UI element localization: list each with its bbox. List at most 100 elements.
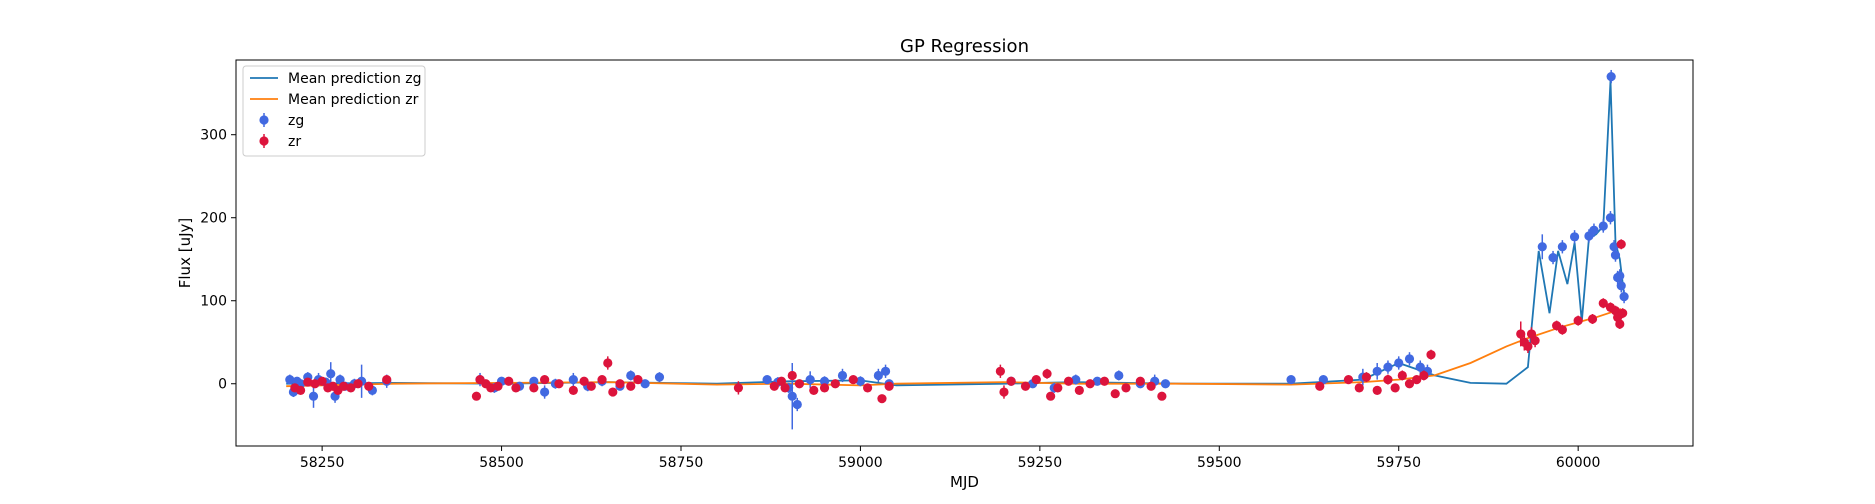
point-zg (640, 379, 650, 389)
point-zg (792, 399, 802, 410)
point-zr (554, 379, 564, 389)
point-zr (353, 379, 363, 389)
point-zr (1063, 376, 1074, 386)
point-zr (633, 374, 643, 385)
point-zr (1573, 316, 1583, 326)
point-zr (1383, 374, 1393, 385)
point-zr (863, 383, 873, 393)
point-zg (880, 366, 891, 376)
point-zr (1354, 383, 1364, 393)
point-zr (1615, 319, 1625, 329)
x-tick-label: 58500 (479, 455, 524, 471)
point-zr (1085, 379, 1095, 389)
point-zg (1619, 291, 1629, 302)
y-tick-label: 300 (200, 128, 227, 144)
point-zg (1537, 242, 1547, 252)
point-zr (733, 383, 744, 393)
point-zr (511, 383, 521, 393)
point-zr (1523, 341, 1533, 351)
series-line-mean-prediction-zg (286, 80, 1626, 387)
point-zg (285, 374, 295, 385)
point-zr (794, 379, 805, 389)
point-zg (1610, 250, 1621, 260)
point-zr (1135, 376, 1145, 386)
point-zr (364, 381, 374, 391)
point-zr (615, 379, 625, 389)
point-zg (1114, 370, 1124, 381)
point-zr (1110, 389, 1120, 399)
point-zg (1615, 271, 1625, 281)
point-zr (1361, 372, 1372, 382)
point-zr (780, 383, 790, 393)
point-zr (995, 366, 1005, 376)
point-zr (529, 383, 539, 393)
point-zg (1286, 374, 1296, 385)
point-zg (1569, 232, 1580, 242)
point-zg (654, 372, 665, 382)
point-zg (326, 369, 336, 379)
point-zg (308, 391, 319, 401)
point-zg (1606, 72, 1616, 82)
point-zr (1157, 391, 1167, 401)
point-zr (310, 379, 320, 389)
point-zg (1394, 358, 1404, 368)
x-tick-label: 60000 (1556, 455, 1601, 471)
plot-frame (235, 59, 1694, 447)
y-tick-label: 200 (200, 211, 227, 227)
legend-label: zr (288, 134, 301, 150)
point-zr (1099, 376, 1110, 386)
point-zr (1616, 239, 1626, 249)
point-zg (1616, 281, 1626, 291)
point-zr (540, 374, 550, 385)
point-zg (1598, 221, 1608, 231)
point-zg (626, 370, 636, 381)
point-zg (1557, 242, 1567, 252)
point-zg (1092, 376, 1102, 386)
point-zr (504, 376, 514, 386)
point-zr (303, 377, 313, 387)
point-zg (873, 370, 883, 381)
point-zr (1343, 374, 1354, 385)
point-zr (382, 374, 392, 385)
point-zr (579, 376, 589, 386)
point-zg (805, 374, 815, 385)
point-zg (1383, 362, 1393, 372)
point-zr (1516, 329, 1526, 339)
point-zg (1071, 374, 1081, 385)
point-zr (295, 385, 306, 395)
legend-point-swatch (259, 115, 269, 125)
point-zr (819, 383, 830, 393)
point-zg (1372, 366, 1382, 376)
point-zr (848, 374, 858, 385)
point-zg (1415, 362, 1425, 372)
point-zr (568, 385, 578, 395)
point-zr (597, 374, 607, 385)
x-tick-label: 58750 (659, 455, 704, 471)
point-zr (346, 383, 356, 393)
point-zg (1160, 379, 1171, 389)
point-zg (540, 387, 550, 397)
point-zr (1557, 325, 1567, 335)
plot-marks (285, 69, 1629, 430)
point-zg (1548, 252, 1558, 263)
y-tick-label: 100 (200, 294, 227, 310)
point-zr (471, 391, 482, 401)
point-zr (1031, 374, 1041, 385)
point-zr (1404, 379, 1415, 389)
legend-label: Mean prediction zr (288, 92, 419, 108)
point-zg (1609, 242, 1619, 252)
point-zr (486, 383, 496, 393)
axes-group: 58250 58500 58750 59000 59250 59500 59750 60000… (200, 59, 1694, 471)
point-zr (1390, 383, 1400, 393)
point-zr (769, 381, 779, 391)
point-zr (317, 376, 327, 386)
point-zr (493, 381, 503, 391)
point-zr (884, 381, 894, 391)
point-zg (1589, 225, 1599, 235)
point-zg (762, 374, 772, 385)
point-zr (1419, 370, 1429, 381)
point-zr (1315, 381, 1325, 391)
point-zr (1053, 383, 1063, 393)
point-zr (1372, 385, 1382, 395)
point-zr (1618, 308, 1628, 318)
